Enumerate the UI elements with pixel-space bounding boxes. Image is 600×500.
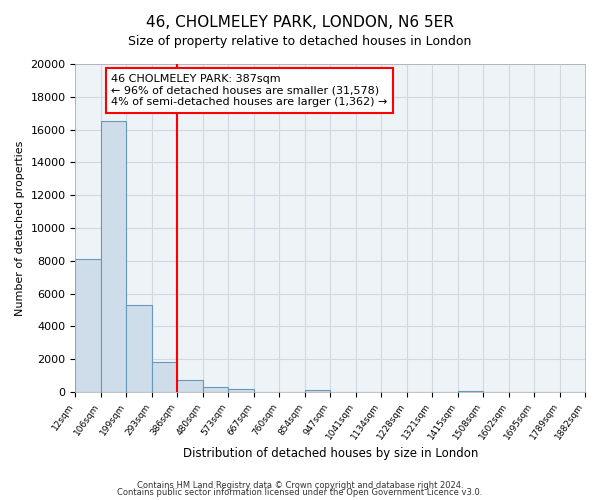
Text: 46, CHOLMELEY PARK, LONDON, N6 5ER: 46, CHOLMELEY PARK, LONDON, N6 5ER <box>146 15 454 30</box>
Text: 46 CHOLMELEY PARK: 387sqm
← 96% of detached houses are smaller (31,578)
4% of se: 46 CHOLMELEY PARK: 387sqm ← 96% of detac… <box>111 74 388 107</box>
Bar <box>76 259 101 392</box>
Text: Size of property relative to detached houses in London: Size of property relative to detached ho… <box>128 35 472 48</box>
X-axis label: Distribution of detached houses by size in London: Distribution of detached houses by size … <box>182 447 478 460</box>
Bar <box>458 391 483 392</box>
Text: Contains HM Land Registry data © Crown copyright and database right 2024.: Contains HM Land Registry data © Crown c… <box>137 480 463 490</box>
Bar <box>305 390 330 392</box>
Bar <box>228 389 254 392</box>
Bar <box>127 305 152 392</box>
Bar <box>101 122 127 392</box>
Bar <box>152 362 178 392</box>
Bar <box>203 387 228 392</box>
Bar <box>178 380 203 392</box>
Y-axis label: Number of detached properties: Number of detached properties <box>15 140 25 316</box>
Text: Contains public sector information licensed under the Open Government Licence v3: Contains public sector information licen… <box>118 488 482 497</box>
